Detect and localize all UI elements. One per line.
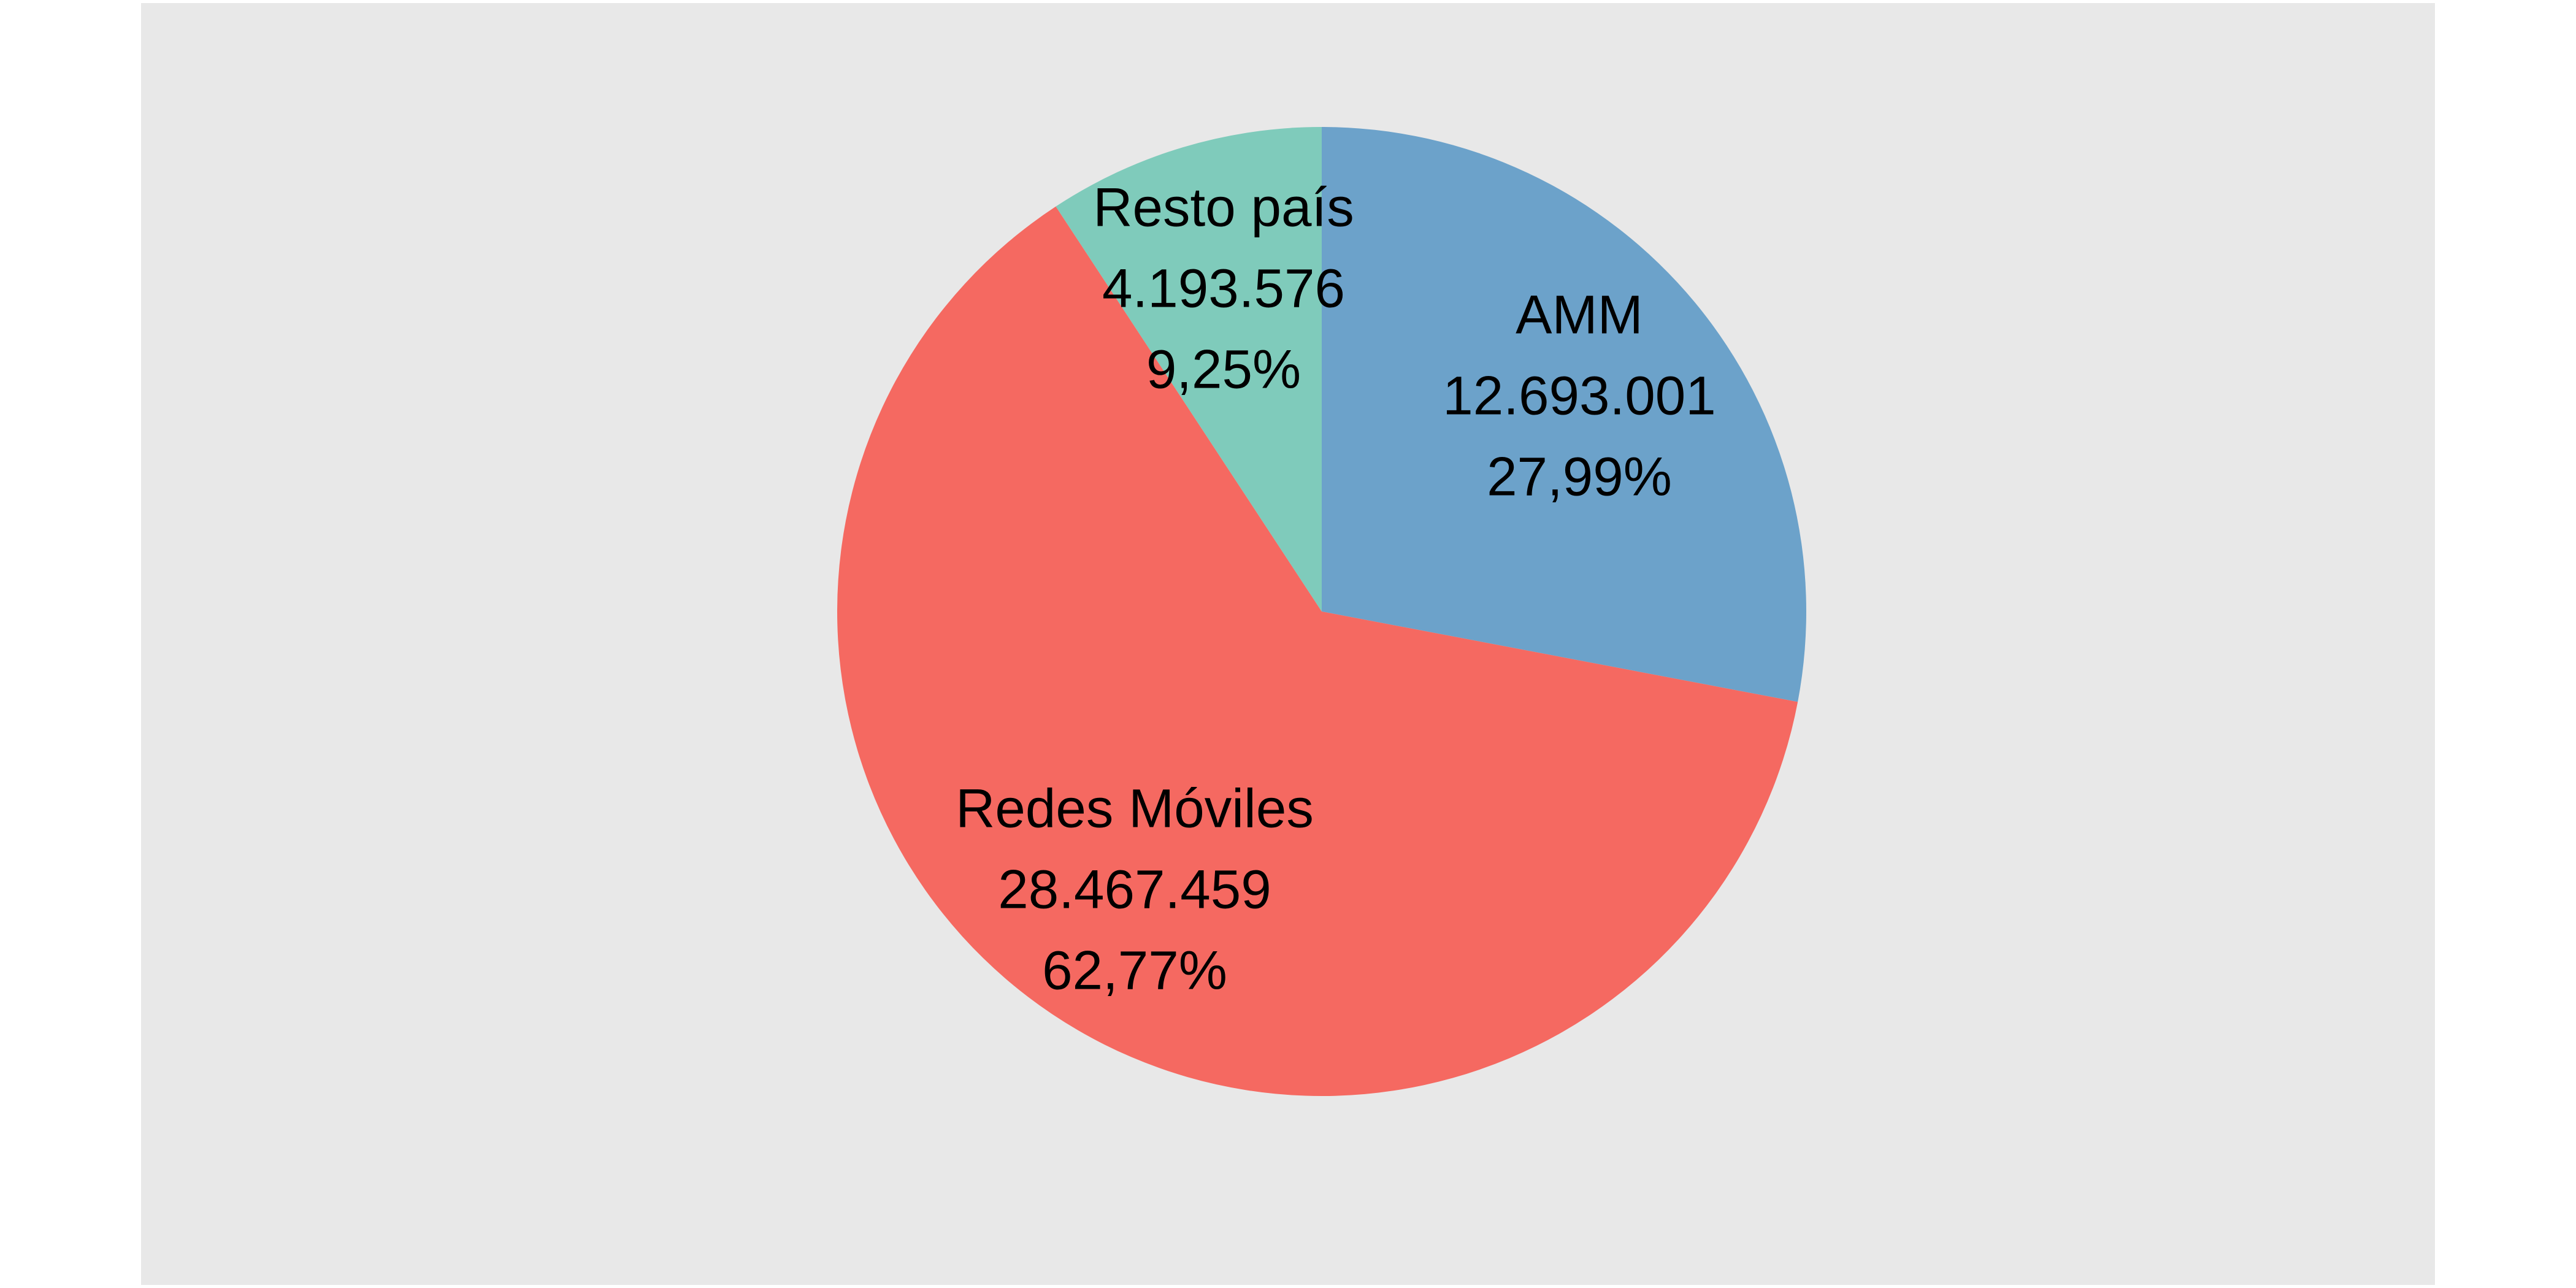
slice-value-label: 28.467.459 (998, 859, 1271, 920)
slice-percent-label: 9,25% (1146, 339, 1301, 400)
slice-name-label: Redes Móviles (956, 778, 1314, 839)
pie-slice-redes-m-viles (837, 206, 1798, 1096)
slices-group (837, 127, 1806, 1096)
slice-percent-label: 27,99% (1487, 446, 1672, 507)
slice-name-label: Resto país (1093, 177, 1354, 238)
slice-value-label: 12.693.001 (1443, 365, 1715, 426)
pie-slice-amm (1322, 127, 1806, 702)
slice-percent-label: 62,77% (1042, 940, 1227, 1001)
slice-name-label: AMM (1516, 284, 1643, 345)
labels-group: AMM 12.693.001 27,99% Redes Móviles 28.467.4… (956, 177, 1716, 1001)
pie-slice-resto-pa-s (1056, 127, 1322, 611)
slice-value-label: 4.193.576 (1102, 258, 1345, 319)
